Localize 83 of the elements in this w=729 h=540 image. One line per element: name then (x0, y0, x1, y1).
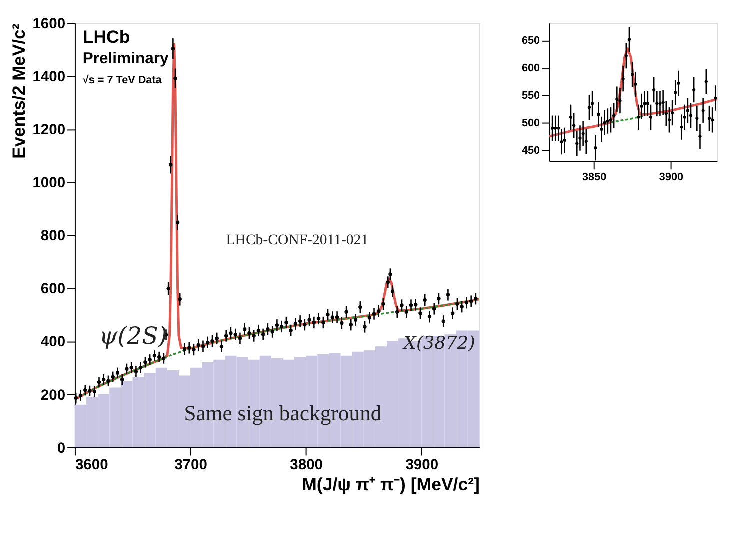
y-tick-label: 1600 (32, 16, 66, 33)
point (616, 98, 619, 101)
y-tick-label: 1000 (32, 176, 66, 192)
point (597, 113, 600, 116)
point (686, 109, 690, 112)
y-tick-label: 1400 (32, 70, 66, 86)
point (683, 116, 686, 119)
y-tick-label: 1200 (32, 122, 66, 139)
point (649, 116, 653, 119)
point (677, 82, 680, 86)
point (646, 102, 650, 106)
point (664, 112, 668, 116)
x-tick-label: 3850 (582, 172, 607, 184)
point (634, 82, 638, 86)
point (662, 101, 665, 104)
point (594, 146, 598, 150)
point (652, 88, 656, 92)
point (554, 126, 558, 130)
point (680, 126, 684, 129)
point (582, 132, 585, 136)
point (550, 126, 554, 130)
point (606, 120, 610, 123)
x-tick-label: 3800 (290, 458, 324, 474)
point (578, 136, 582, 140)
point (702, 109, 705, 112)
point (624, 54, 628, 58)
point (560, 140, 564, 144)
y-tick-label: 450 (522, 144, 540, 157)
point (689, 114, 693, 118)
point (557, 126, 560, 130)
y-tick-label: 650 (522, 35, 540, 48)
point (674, 91, 678, 94)
y-tick-label: 0 (57, 440, 66, 457)
point (704, 80, 708, 84)
annotation: ψ(2S) (99, 322, 168, 350)
x-tick-label: 3600 (75, 458, 108, 474)
y-axis-title: Events/2 MeV/c² (8, 24, 29, 159)
point (569, 116, 573, 119)
point (622, 78, 625, 81)
annotation: LHCb-CONF-2011-021 (226, 232, 369, 248)
point (656, 102, 659, 106)
point (584, 140, 588, 144)
y-tick-label: 200 (40, 388, 66, 404)
y-tick-label: 800 (40, 228, 66, 245)
x-tick-label: 3700 (174, 458, 208, 474)
x-tick-label: 3900 (659, 172, 684, 184)
series-label: Same sign background (184, 402, 382, 426)
point (668, 118, 672, 122)
point (710, 118, 714, 122)
point (637, 116, 640, 119)
point (600, 128, 604, 132)
annotation: Preliminary (82, 50, 169, 68)
point (603, 121, 606, 124)
annotation: X(3872) (402, 334, 476, 354)
y-tick-label: 550 (522, 90, 540, 102)
point (630, 73, 634, 76)
point (628, 38, 632, 42)
point (698, 135, 702, 138)
point (618, 99, 622, 103)
point (658, 102, 662, 106)
y-tick-label: 600 (40, 282, 66, 298)
point (640, 104, 644, 108)
point (576, 142, 579, 146)
point (714, 96, 718, 100)
point (692, 88, 696, 92)
line-series (548, 48, 718, 138)
point (588, 106, 592, 110)
point (643, 102, 646, 106)
point (708, 116, 712, 120)
annotation: √s = 7 TeV Data (82, 74, 163, 86)
x-axis-title: M(J/ψ π⁺ π⁻) [MeV/c²] (302, 474, 480, 494)
y-tick-label: 400 (40, 334, 66, 351)
x-tick-label: 3900 (406, 458, 439, 474)
y-tick-label: 600 (522, 62, 540, 75)
point (612, 114, 616, 118)
point (572, 124, 576, 128)
point (670, 111, 674, 115)
point (563, 138, 566, 142)
annotation: LHCb (82, 26, 130, 47)
point (696, 116, 699, 120)
point (609, 118, 613, 122)
point (590, 102, 594, 106)
y-tick-label: 500 (522, 117, 540, 130)
